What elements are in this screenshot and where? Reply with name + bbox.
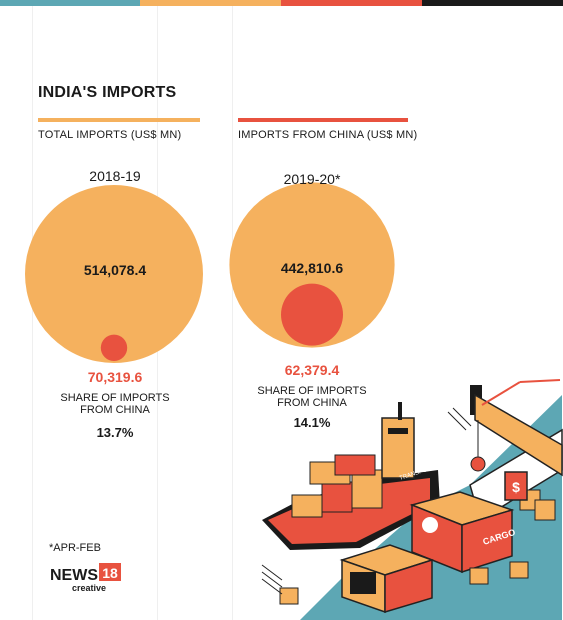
open-container-icon: [339, 544, 435, 614]
bubble-china-2018-19: [100, 334, 128, 361]
top-bar-black: [422, 0, 563, 6]
share-label-line-2: FROM CHINA: [80, 404, 150, 416]
share-pct-2018-19: 13.7%: [96, 425, 134, 440]
ship-icon: TRANSPORT: [262, 402, 440, 550]
share-pct-2019-20: 14.1%: [293, 415, 331, 430]
legend-china-label: IMPORTS FROM CHINA (US$ MN): [238, 129, 418, 141]
cargo-container-icon: CARGO: [409, 491, 516, 574]
period-label-2018-19: 2018-19: [89, 168, 141, 184]
share-label-line-1: SHARE OF IMPORTS: [257, 385, 367, 397]
hatch-fence-icon: [261, 407, 472, 595]
legend-total-label: TOTAL IMPORTS (US$ MN): [38, 129, 182, 141]
crane-icon: [470, 379, 563, 521]
guide-line: [232, 6, 233, 620]
bubble-total-2019-20: [229, 182, 395, 348]
dollar-symbol: $: [512, 479, 520, 495]
bubble-total-2018-19: [25, 185, 203, 363]
top-bar-teal: [0, 0, 140, 6]
top-color-bar: [0, 0, 563, 6]
top-bar-orange: [140, 0, 281, 6]
logo-text: NEWS: [50, 567, 98, 584]
chart-title: INDIA'S IMPORTS: [38, 84, 177, 101]
logo-subtext: creative: [72, 583, 106, 593]
china-value-2018-19: 70,319.6: [87, 369, 143, 385]
footnote: *APR-FEB: [49, 542, 101, 554]
share-label-2019-20: SHARE OF IMPORTS FROM CHINA: [232, 385, 392, 409]
period-text: 2019-20*: [283, 171, 341, 187]
cargo-box-icon: [279, 561, 529, 605]
share-label-2018-19: SHARE OF IMPORTS FROM CHINA: [35, 392, 195, 416]
bubble-china-2019-20: [281, 283, 343, 346]
news18-logo-mark: NEWS 18 creative: [50, 563, 121, 593]
legend-china-swatch: [238, 118, 408, 122]
logo-number: 18: [102, 565, 118, 581]
share-label-line-2: FROM CHINA: [277, 397, 347, 409]
legend-total-swatch: [38, 118, 200, 122]
guide-line: [32, 6, 33, 620]
share-label-line-1: SHARE OF IMPORTS: [60, 392, 170, 404]
period-label-2019-20: 2019-20*: [252, 171, 372, 187]
top-bar-red: [281, 0, 422, 6]
total-value-2019-20: 442,810.6: [280, 260, 344, 276]
total-value-2018-19: 514,078.4: [83, 262, 147, 278]
dollar-sign-icon: $: [504, 471, 528, 501]
news18-logo: NEWS 18 creative: [50, 563, 125, 598]
china-value-2019-20: 62,379.4: [284, 362, 340, 378]
